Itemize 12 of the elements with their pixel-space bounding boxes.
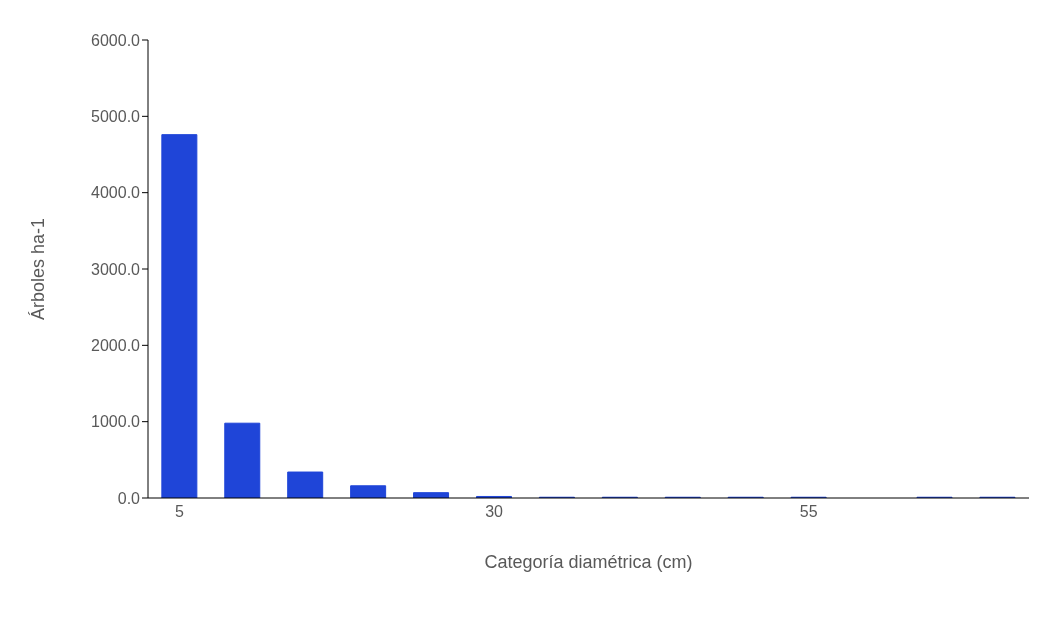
y-tick-label: 4000.0 (91, 184, 141, 202)
x-tick-label: 30 (485, 503, 504, 521)
y-tick-label: 6000.0 (91, 31, 141, 49)
x-tick-label: 5 (175, 503, 185, 521)
y-tick-label: 2000.0 (91, 337, 141, 355)
y-axis-title: Árboles ha-1 (28, 217, 49, 321)
x-tick-label: 55 (799, 503, 818, 521)
x-axis-title: Categoría diamétrica (cm) (484, 552, 693, 572)
y-tick-label: 3000.0 (91, 260, 141, 278)
y-tick-label: 1000.0 (91, 413, 141, 431)
y-tick-label: 0.0 (117, 489, 141, 507)
y-tick-label: 5000.0 (91, 108, 141, 126)
